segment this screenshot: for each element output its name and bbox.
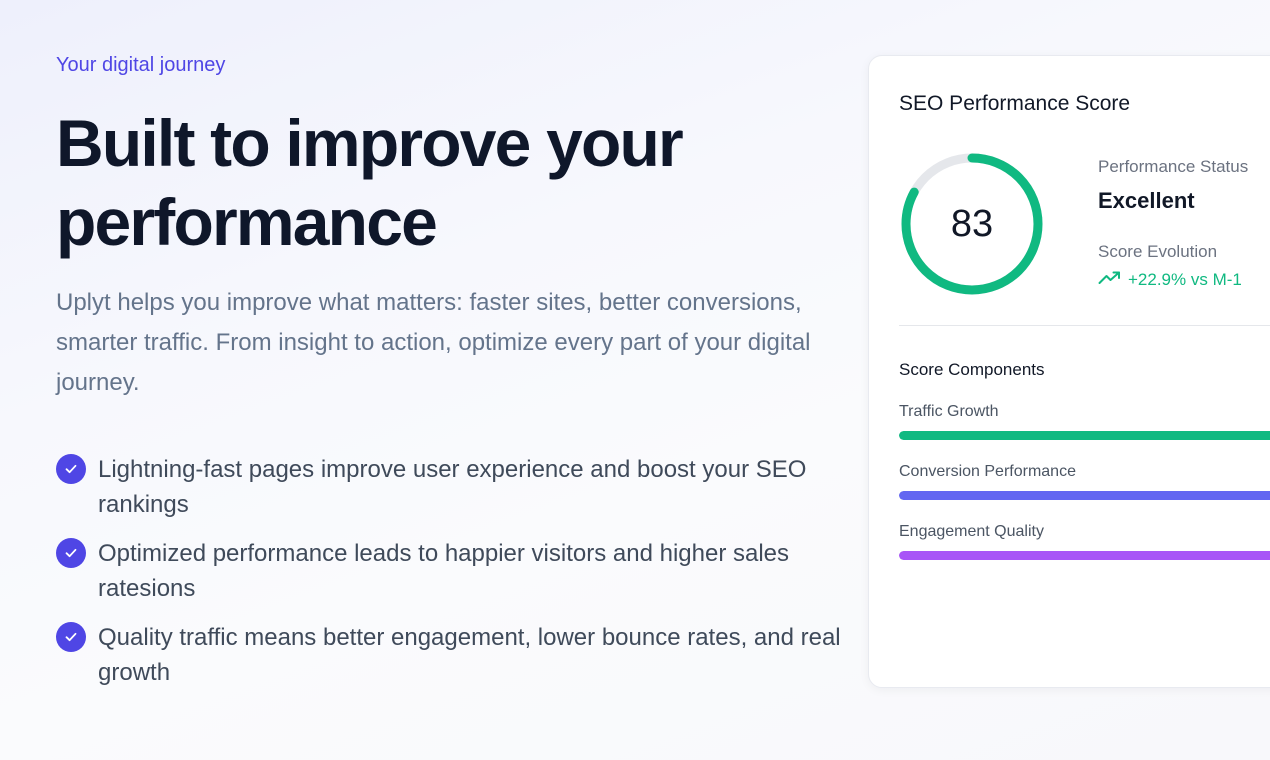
check-circle-icon <box>56 622 86 652</box>
seo-score-card: SEO Performance Score 83 Performance Sta… <box>868 55 1270 688</box>
divider <box>899 325 1270 326</box>
benefit-text: Quality traffic means better engagement,… <box>98 624 841 686</box>
evolution-value: +22.9% vs M-1 <box>1098 270 1242 290</box>
components-title: Score Components <box>899 360 1045 379</box>
benefit-text: Optimized performance leads to happier v… <box>98 540 790 602</box>
check-circle-icon <box>56 454 86 484</box>
benefits-list: Lightning-fast pages improve user experi… <box>56 452 846 704</box>
engagement-quality-bar-fill <box>899 551 1270 560</box>
score-gauge-arc <box>901 153 1043 295</box>
component-label-traffic-growth: Traffic Growth <box>899 403 999 420</box>
benefit-item: Lightning-fast pages improve user experi… <box>56 452 846 522</box>
benefit-text: Lightning-fast pages improve user experi… <box>98 456 807 518</box>
check-circle-icon <box>56 538 86 568</box>
evolution-text: +22.9% vs M-1 <box>1128 270 1242 289</box>
evolution-label: Score Evolution <box>1098 242 1218 261</box>
score-gauge: 83 <box>899 151 1045 297</box>
conversion-performance-bar-fill <box>899 491 1270 500</box>
component-label-conversion-performance: Conversion Performance <box>899 463 1076 480</box>
engagement-quality-bar <box>899 551 1270 560</box>
trending-up-icon <box>1098 270 1122 290</box>
score-value: 83 <box>950 202 994 245</box>
benefit-item: Optimized performance leads to happier v… <box>56 536 846 606</box>
traffic-growth-bar-fill <box>899 431 1270 440</box>
lead-paragraph: Uplyt helps you improve what matters: fa… <box>56 289 811 396</box>
traffic-growth-bar <box>899 431 1270 440</box>
status-label: Performance Status <box>1098 157 1249 176</box>
page-title: Built to improve your performance <box>56 106 684 259</box>
component-label-engagement-quality: Engagement Quality <box>899 523 1044 540</box>
eyebrow-text: Your digital journey <box>56 54 226 76</box>
status-value: Excellent <box>1098 188 1195 213</box>
card-title: SEO Performance Score <box>899 92 1131 115</box>
conversion-performance-bar <box>899 491 1270 500</box>
benefit-item: Quality traffic means better engagement,… <box>56 620 846 690</box>
